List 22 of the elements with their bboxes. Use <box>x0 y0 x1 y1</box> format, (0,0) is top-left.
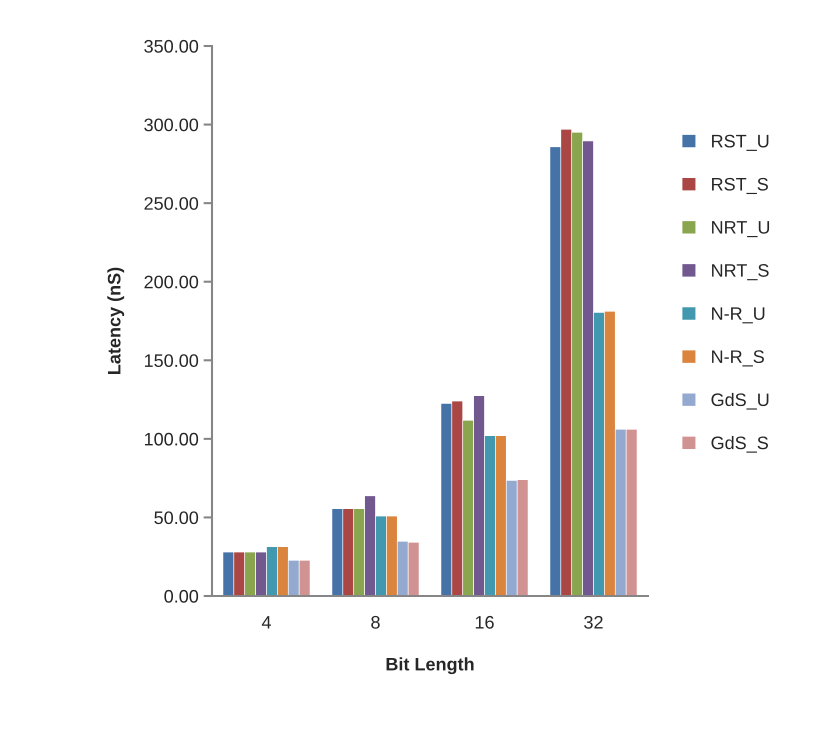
x-tick-label: 16 <box>476 616 494 629</box>
y-tick-label: 200.00 <box>144 276 198 288</box>
x-axis-title: Bit Length <box>386 657 474 674</box>
y-tick-label: 300.00 <box>144 118 198 132</box>
legend-label: N-R_S <box>712 350 764 366</box>
y-tick-label: 100.00 <box>144 432 198 446</box>
x-tick-label: 4 <box>262 616 271 629</box>
legend-label: NRT_U <box>712 221 770 238</box>
legend-label: GdS_S <box>711 436 768 453</box>
y-tick-label: 50.00 <box>154 511 198 524</box>
y-tick-label: 150.00 <box>144 354 198 368</box>
legend-label: N-R_U <box>712 307 764 324</box>
y-axis-title: Latency (nS) <box>107 268 124 374</box>
legend-label: NRT_S <box>712 264 769 280</box>
legend-label: GdS_U <box>711 392 768 410</box>
x-tick-label: 8 <box>371 616 380 629</box>
y-tick-label: 0.00 <box>164 590 198 603</box>
x-tick-label: 32 <box>584 616 603 629</box>
y-tick-label: 250.00 <box>144 197 198 210</box>
legend-label: RST_U <box>712 134 768 151</box>
y-tick-label: 350.00 <box>144 40 198 53</box>
legend-label: RST_S <box>712 178 768 194</box>
